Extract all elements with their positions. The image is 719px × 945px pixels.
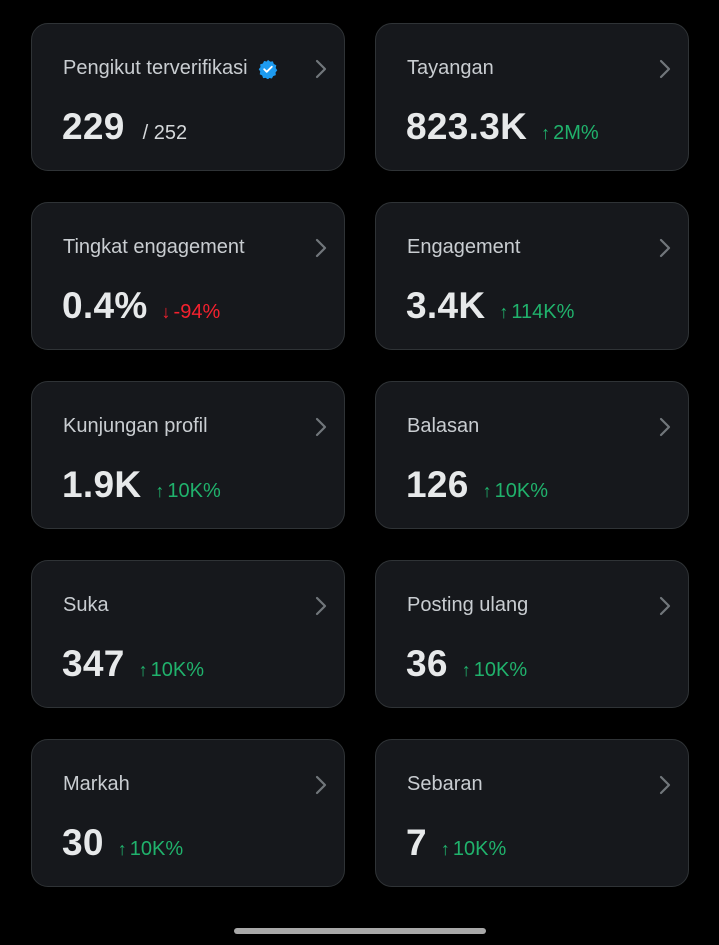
- metric-title: Pengikut terverifikasi: [63, 57, 248, 79]
- metric-card-engagements[interactable]: Engagement 3.4K ↑ 114K%: [375, 202, 689, 350]
- arrow-up-icon: ↑: [155, 481, 165, 501]
- metric-title-row: Markah: [63, 773, 130, 796]
- metric-value: 126: [406, 464, 469, 505]
- metric-title: Balasan: [407, 415, 480, 437]
- home-indicator[interactable]: [234, 928, 486, 934]
- metric-change-value: 10K%: [129, 838, 184, 860]
- arrow-up-icon: ↑: [440, 839, 450, 859]
- metric-title: Suka: [63, 594, 109, 616]
- metric-card-likes[interactable]: Suka 347 ↑ 10K%: [31, 560, 345, 708]
- metric-card-bookmarks[interactable]: Markah 30 ↑ 10K%: [31, 739, 345, 887]
- metric-change: ↑ 10K%: [462, 659, 527, 682]
- metric-change-value: 10K%: [167, 480, 221, 502]
- metric-title: Markah: [63, 773, 130, 795]
- metric-title: Tayangan: [407, 57, 494, 79]
- metric-title-row: Tayangan: [407, 57, 494, 80]
- chevron-right-icon: [659, 417, 671, 437]
- metric-change-value: 10K%: [473, 659, 528, 681]
- metric-value: 30: [62, 822, 104, 863]
- chevron-right-icon: [315, 238, 327, 258]
- metric-card-impressions[interactable]: Tayangan 823.3K ↑ 2M%: [375, 23, 689, 171]
- metric-value-row: 229 / 252: [62, 106, 187, 148]
- metric-card-replies[interactable]: Balasan 126 ↑ 10K%: [375, 381, 689, 529]
- chevron-right-icon: [659, 59, 671, 79]
- metric-change: ↑ 10K%: [155, 480, 220, 503]
- metric-denominator: / 252: [142, 122, 188, 144]
- arrow-up-icon: ↑: [117, 839, 127, 859]
- arrow-up-icon: ↑: [461, 660, 471, 680]
- metric-value-row: 0.4% ↓ -94%: [62, 285, 220, 327]
- metric-title-row: Suka: [63, 594, 109, 617]
- metric-value-row: 7 ↑ 10K%: [406, 822, 506, 864]
- chevron-right-icon: [659, 238, 671, 258]
- metric-card-verified-followers[interactable]: Pengikut terverifikasi 229 / 252: [31, 23, 345, 171]
- metric-change-value: 2M%: [553, 122, 599, 144]
- metric-value: 36: [406, 643, 448, 684]
- metric-value: 7: [406, 822, 427, 863]
- metric-value-row: 36 ↑ 10K%: [406, 643, 527, 685]
- metric-title-row: Pengikut terverifikasi: [63, 57, 278, 80]
- metric-title-row: Kunjungan profil: [63, 415, 208, 438]
- metric-title-row: Tingkat engagement: [63, 236, 245, 259]
- arrow-up-icon: ↑: [499, 302, 509, 322]
- metric-card-shares[interactable]: Sebaran 7 ↑ 10K%: [375, 739, 689, 887]
- metric-value: 823.3K: [406, 106, 528, 147]
- chevron-right-icon: [659, 596, 671, 616]
- metric-title-row: Posting ulang: [407, 594, 528, 617]
- metric-change-value: 10K%: [494, 480, 549, 502]
- metric-value: 347: [62, 643, 125, 684]
- metric-title-row: Sebaran: [407, 773, 483, 796]
- metric-card-profile-visits[interactable]: Kunjungan profil 1.9K ↑ 10K%: [31, 381, 345, 529]
- metric-change-value: 10K%: [452, 838, 507, 860]
- metric-card-engagement-rate[interactable]: Tingkat engagement 0.4% ↓ -94%: [31, 202, 345, 350]
- metric-value: 0.4%: [62, 285, 148, 326]
- metric-change: ↑ 2M%: [541, 122, 599, 145]
- chevron-right-icon: [315, 417, 327, 437]
- metric-title: Tingkat engagement: [63, 236, 245, 258]
- arrow-up-icon: ↑: [541, 123, 551, 143]
- arrow-down-icon: ↓: [161, 302, 171, 322]
- metric-change: ↑ 10K%: [118, 838, 183, 861]
- metrics-grid: Pengikut terverifikasi 229 / 252 Tayanga…: [31, 23, 689, 887]
- metric-value: 3.4K: [406, 285, 486, 326]
- arrow-up-icon: ↑: [482, 481, 492, 501]
- chevron-right-icon: [315, 596, 327, 616]
- metric-change: ↑ 10K%: [483, 480, 548, 503]
- metric-title: Sebaran: [407, 773, 483, 795]
- metric-value-row: 126 ↑ 10K%: [406, 464, 548, 506]
- metric-value-row: 1.9K ↑ 10K%: [62, 464, 221, 506]
- metric-value: 1.9K: [62, 464, 142, 505]
- metric-change-value: 10K%: [150, 659, 205, 681]
- metric-value-row: 30 ↑ 10K%: [62, 822, 183, 864]
- arrow-up-icon: ↑: [138, 660, 148, 680]
- metric-value-row: 823.3K ↑ 2M%: [406, 106, 599, 148]
- chevron-right-icon: [315, 775, 327, 795]
- metric-value: 229: [62, 106, 125, 147]
- verified-badge-icon: [258, 59, 277, 79]
- metric-value-row: 3.4K ↑ 114K%: [406, 285, 574, 327]
- chevron-right-icon: [315, 59, 327, 79]
- metric-change-value: 114K%: [511, 301, 575, 323]
- metric-title: Engagement: [407, 236, 521, 258]
- metric-title: Posting ulang: [407, 594, 529, 616]
- metric-change: ↑ 10K%: [139, 659, 204, 682]
- metric-title-row: Balasan: [407, 415, 479, 438]
- metric-title-row: Engagement: [407, 236, 520, 259]
- metric-title: Kunjungan profil: [63, 415, 208, 437]
- metric-change: ↑ 10K%: [441, 838, 506, 861]
- metric-card-reposts[interactable]: Posting ulang 36 ↑ 10K%: [375, 560, 689, 708]
- chevron-right-icon: [659, 775, 671, 795]
- metric-change-value: -94%: [173, 301, 221, 323]
- metric-change: ↓ -94%: [162, 301, 221, 324]
- metric-value-row: 347 ↑ 10K%: [62, 643, 204, 685]
- metric-change: ↑ 114K%: [499, 301, 574, 324]
